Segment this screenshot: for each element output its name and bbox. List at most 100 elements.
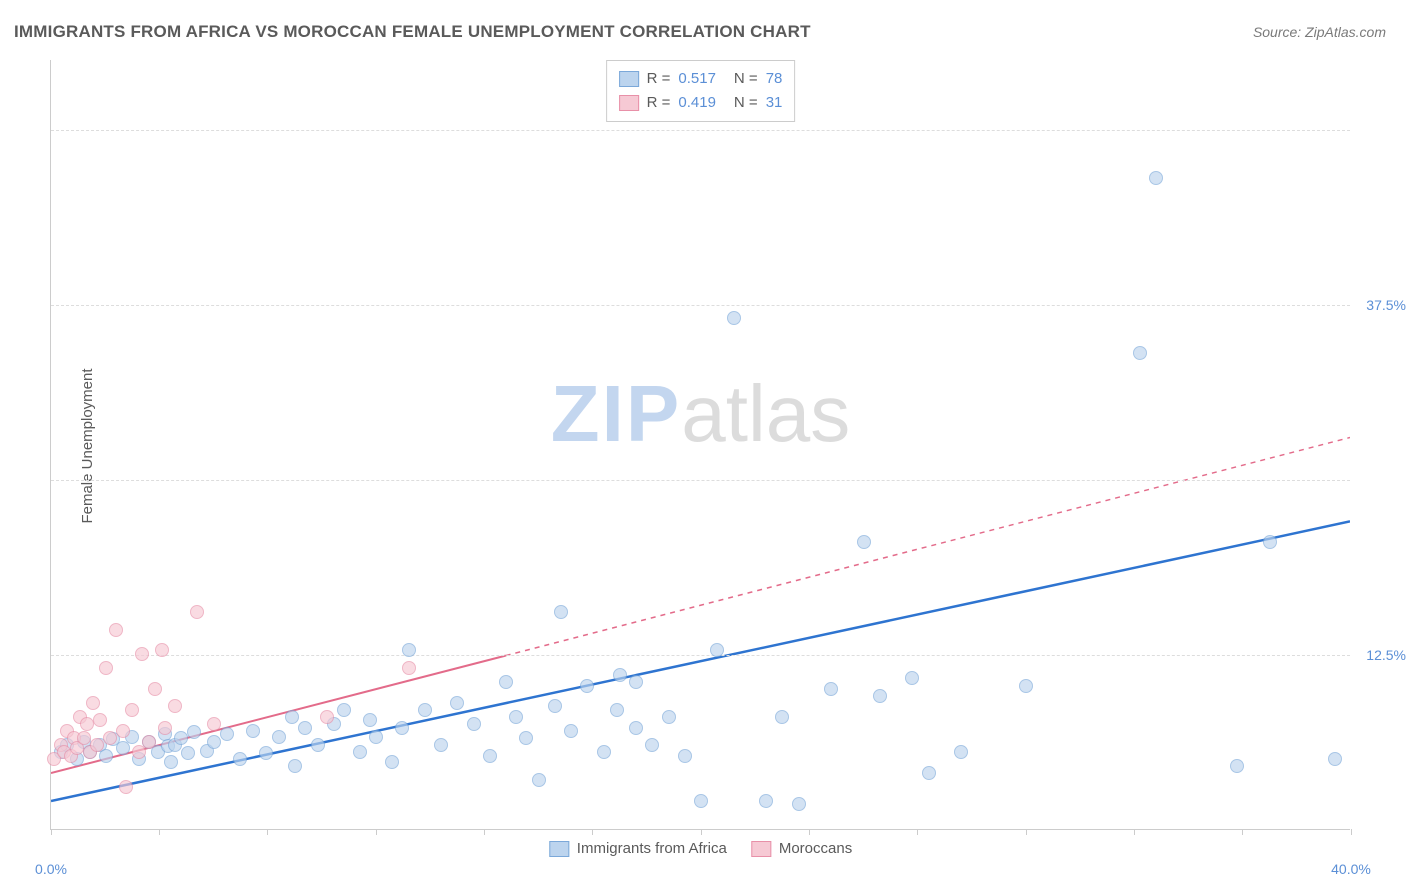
watermark-zip: ZIP — [551, 369, 681, 458]
point-africa — [509, 710, 523, 724]
point-africa — [610, 703, 624, 717]
y-tick-label: 12.5% — [1356, 647, 1406, 663]
x-tick — [1242, 829, 1243, 835]
point-moroccan — [109, 623, 123, 637]
x-tick — [701, 829, 702, 835]
point-moroccan — [93, 713, 107, 727]
x-axis-legend: Immigrants from AfricaMoroccans — [549, 840, 852, 857]
point-moroccan — [190, 605, 204, 619]
point-africa — [337, 703, 351, 717]
point-africa — [272, 730, 286, 744]
point-africa — [727, 311, 741, 325]
gridline-horizontal — [51, 480, 1350, 481]
x-tick — [159, 829, 160, 835]
legend-item: Moroccans — [751, 840, 852, 857]
stats-row: R = 0.517 N = 78 — [619, 67, 783, 91]
point-africa — [363, 713, 377, 727]
point-africa — [597, 745, 611, 759]
point-africa — [554, 605, 568, 619]
stat-n-value: 31 — [766, 91, 783, 115]
point-africa — [1133, 346, 1147, 360]
point-moroccan — [158, 721, 172, 735]
point-africa — [710, 643, 724, 657]
point-moroccan — [99, 661, 113, 675]
point-moroccan — [80, 717, 94, 731]
watermark-atlas: atlas — [681, 369, 850, 458]
point-moroccan — [148, 682, 162, 696]
swatch-icon — [751, 841, 771, 857]
point-africa — [285, 710, 299, 724]
point-africa — [369, 730, 383, 744]
point-africa — [434, 738, 448, 752]
x-tick — [1351, 829, 1352, 835]
x-tick — [51, 829, 52, 835]
point-africa — [311, 738, 325, 752]
point-africa — [1230, 759, 1244, 773]
point-africa — [116, 741, 130, 755]
point-africa — [259, 746, 273, 760]
gridline-horizontal — [51, 130, 1350, 131]
x-tick — [1134, 829, 1135, 835]
point-africa — [298, 721, 312, 735]
point-africa — [645, 738, 659, 752]
point-africa — [775, 710, 789, 724]
point-africa — [564, 724, 578, 738]
point-africa — [613, 668, 627, 682]
point-africa — [629, 675, 643, 689]
point-africa — [450, 696, 464, 710]
point-africa — [1263, 535, 1277, 549]
point-moroccan — [125, 703, 139, 717]
point-moroccan — [155, 643, 169, 657]
legend-label: Moroccans — [779, 840, 852, 857]
stat-n-label: N = — [734, 91, 758, 115]
point-africa — [519, 731, 533, 745]
point-africa — [629, 721, 643, 735]
point-africa — [857, 535, 871, 549]
x-tick — [592, 829, 593, 835]
x-tick — [376, 829, 377, 835]
point-africa — [467, 717, 481, 731]
x-tick — [809, 829, 810, 835]
stat-r-label: R = — [647, 67, 671, 91]
watermark: ZIPatlas — [551, 368, 850, 460]
point-africa — [353, 745, 367, 759]
stats-row: R =0.419N =31 — [619, 91, 783, 115]
gridline-horizontal — [51, 305, 1350, 306]
stat-n-label: N = — [734, 67, 758, 91]
point-moroccan — [90, 738, 104, 752]
x-tick — [267, 829, 268, 835]
point-africa — [99, 749, 113, 763]
scatter-plot-area: ZIPatlas R =0.517N =78R =0.419N =31 Immi… — [50, 60, 1350, 830]
x-tick-label: 0.0% — [35, 861, 67, 877]
point-africa — [1149, 171, 1163, 185]
point-africa — [418, 703, 432, 717]
swatch-icon — [549, 841, 569, 857]
point-moroccan — [320, 710, 334, 724]
point-africa — [922, 766, 936, 780]
point-africa — [174, 731, 188, 745]
point-africa — [548, 699, 562, 713]
point-africa — [873, 689, 887, 703]
point-africa — [694, 794, 708, 808]
point-africa — [385, 755, 399, 769]
point-africa — [483, 749, 497, 763]
gridline-horizontal — [51, 655, 1350, 656]
stat-r-label: R = — [647, 91, 671, 115]
point-africa — [1019, 679, 1033, 693]
point-moroccan — [207, 717, 221, 731]
point-africa — [246, 724, 260, 738]
point-africa — [402, 643, 416, 657]
point-moroccan — [142, 735, 156, 749]
point-africa — [207, 735, 221, 749]
stat-r-value: 0.517 — [678, 67, 716, 91]
correlation-stats-box: R =0.517N =78R =0.419N =31 — [606, 60, 796, 122]
point-moroccan — [402, 661, 416, 675]
point-moroccan — [86, 696, 100, 710]
point-moroccan — [116, 724, 130, 738]
stat-n-value: 78 — [766, 67, 783, 91]
point-africa — [792, 797, 806, 811]
point-africa — [532, 773, 546, 787]
point-moroccan — [168, 699, 182, 713]
swatch-icon — [619, 95, 639, 111]
point-africa — [181, 746, 195, 760]
